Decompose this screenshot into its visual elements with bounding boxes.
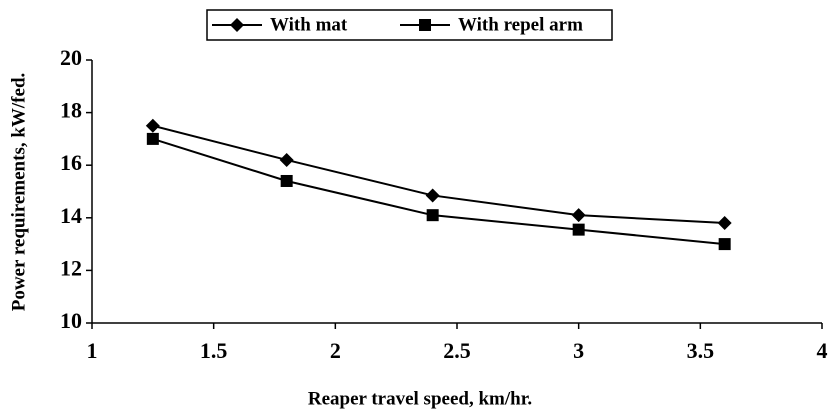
x-tick-label: 4 — [817, 338, 828, 363]
y-tick-label: 14 — [60, 203, 82, 228]
y-tick-label: 10 — [60, 308, 82, 333]
x-tick-label: 2 — [330, 338, 341, 363]
x-tick-label: 1.5 — [200, 338, 228, 363]
data-point — [426, 209, 439, 222]
data-point — [718, 238, 731, 251]
legend-label: With mat — [270, 14, 348, 35]
x-tick-label: 3.5 — [687, 338, 715, 363]
data-point — [146, 132, 159, 145]
series-line — [152, 137, 725, 246]
data-point — [145, 118, 160, 133]
y-tick-label: 16 — [60, 150, 82, 175]
data-point — [571, 208, 586, 223]
data-point — [572, 223, 585, 236]
legend-marker — [419, 19, 431, 31]
y-tick-label: 20 — [60, 45, 82, 70]
data-point — [425, 188, 440, 203]
series-line — [152, 124, 725, 225]
legend-marker — [230, 18, 244, 32]
x-tick-label: 1 — [87, 338, 98, 363]
y-axis-label: Power requirements, kW/fed. — [8, 73, 29, 312]
y-tick-label: 12 — [60, 255, 82, 280]
x-tick-label: 3 — [573, 338, 584, 363]
data-point — [280, 174, 293, 187]
y-tick-label: 18 — [60, 98, 82, 123]
x-axis-label: Reaper travel speed, km/hr. — [308, 388, 532, 409]
data-point — [279, 152, 294, 167]
data-point — [717, 216, 732, 231]
x-tick-label: 2.5 — [443, 338, 471, 363]
legend-label: With repel arm — [458, 14, 583, 35]
